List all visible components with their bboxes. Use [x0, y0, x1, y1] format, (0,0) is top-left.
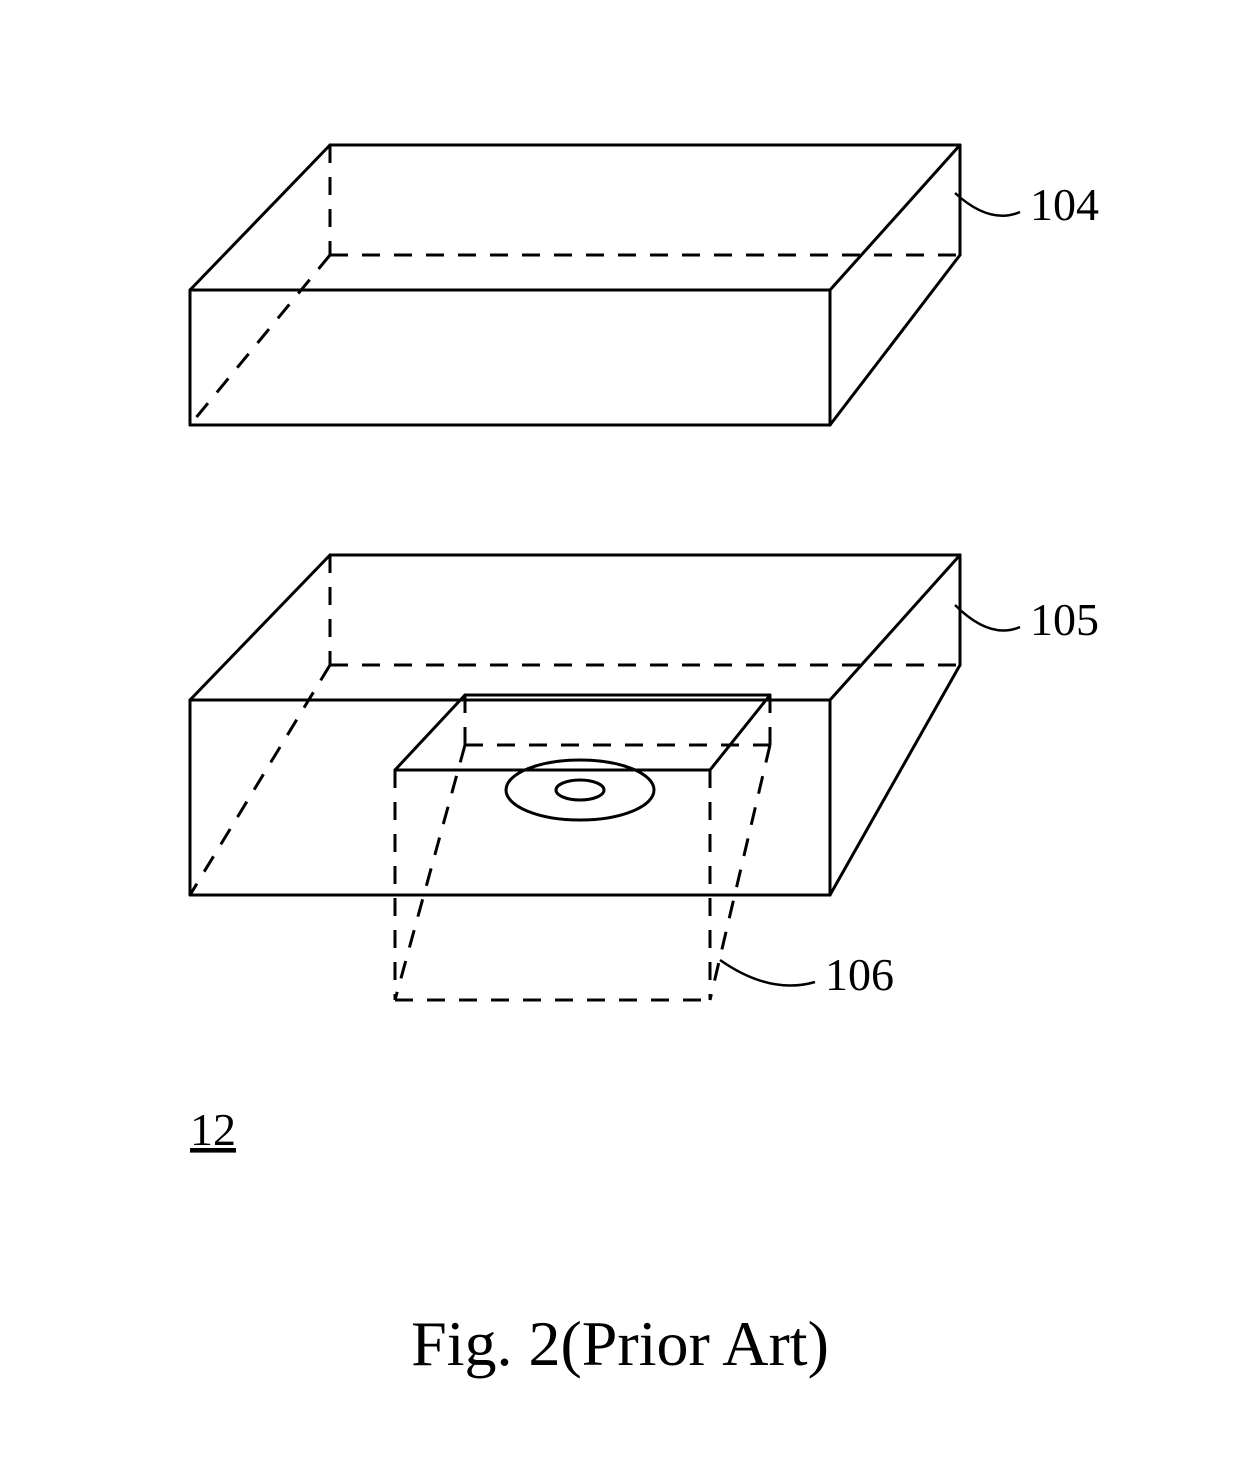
label-104: 104: [1030, 179, 1099, 230]
inner-ellipse-inner: [556, 780, 604, 800]
top-box-104-CF: [830, 255, 960, 425]
label-105: 105: [1030, 594, 1099, 645]
top-box-104-DA: [190, 145, 330, 290]
leader-105: [955, 605, 1020, 631]
top-box-104: [190, 145, 960, 425]
leader-104: [955, 193, 1020, 216]
label-106: 106: [825, 949, 894, 1000]
mid-box-105-DA: [190, 555, 330, 700]
inner-CF: [710, 745, 770, 1000]
inner-HE: [395, 745, 465, 1000]
top-box-104-HE: [190, 255, 330, 425]
inner-box-106: [395, 695, 770, 1000]
inner-DA: [395, 695, 465, 770]
figure-svg: 104 105 106 12 Fig. 2(Prior Art): [0, 0, 1240, 1475]
leader-106: [720, 960, 815, 986]
figure-caption: Fig. 2(Prior Art): [411, 1308, 829, 1379]
top-box-104-BG: [830, 145, 960, 290]
mid-box-105-CF: [830, 665, 960, 895]
mid-box-105: [190, 555, 960, 895]
ref-number-12: 12: [190, 1104, 236, 1155]
inner-BG: [710, 695, 770, 770]
mid-box-105-BG: [830, 555, 960, 700]
